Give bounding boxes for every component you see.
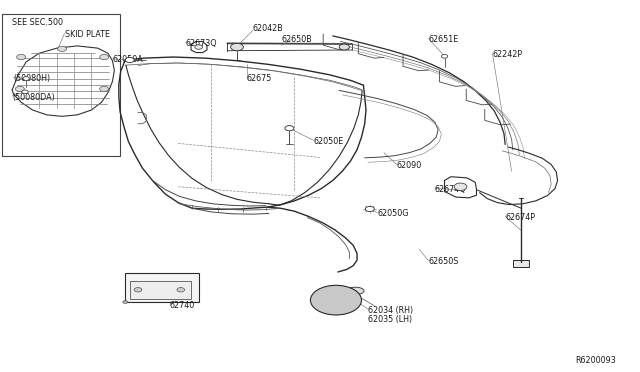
Text: 62034 (RH): 62034 (RH) [368,306,413,315]
Circle shape [230,43,243,51]
Circle shape [195,45,202,49]
Text: 62675: 62675 [246,74,272,83]
Circle shape [134,288,142,292]
Text: 62650S: 62650S [429,257,459,266]
Text: SKID PLATE: SKID PLATE [65,29,109,39]
FancyBboxPatch shape [2,14,120,156]
Circle shape [23,77,29,80]
Text: 62651E: 62651E [429,35,459,44]
Text: 62242P: 62242P [492,50,522,59]
Text: 62050G: 62050G [378,209,409,218]
Text: (50080DA): (50080DA) [12,93,55,102]
Circle shape [22,90,28,94]
Text: 62050E: 62050E [314,137,344,146]
Text: 62650B: 62650B [282,35,312,44]
Bar [131,281,191,299]
Circle shape [339,44,349,50]
Text: 62673Q: 62673Q [186,39,218,48]
FancyBboxPatch shape [125,273,198,302]
Circle shape [100,86,109,92]
Text: (50080H): (50080H) [13,74,51,83]
Bar [513,260,529,267]
Text: SEE SEC.500: SEE SEC.500 [12,19,63,28]
Circle shape [125,57,134,62]
Circle shape [454,183,467,190]
Text: 62674P: 62674P [505,213,535,222]
Circle shape [100,54,109,60]
Text: 62674Q: 62674Q [435,185,467,194]
Circle shape [442,54,448,58]
Circle shape [285,126,294,131]
Circle shape [365,206,374,212]
Text: 62035 (LH): 62035 (LH) [368,315,412,324]
Text: 62090: 62090 [397,161,422,170]
Circle shape [310,285,362,315]
Circle shape [58,46,67,51]
Circle shape [17,54,26,60]
Text: R6200093: R6200093 [575,356,616,365]
Text: 62042B: 62042B [253,24,284,33]
Ellipse shape [346,287,364,295]
Text: 62740: 62740 [170,301,195,310]
Circle shape [177,288,184,292]
Circle shape [15,86,24,92]
Circle shape [123,301,128,304]
Text: 62050A: 62050A [113,55,143,64]
